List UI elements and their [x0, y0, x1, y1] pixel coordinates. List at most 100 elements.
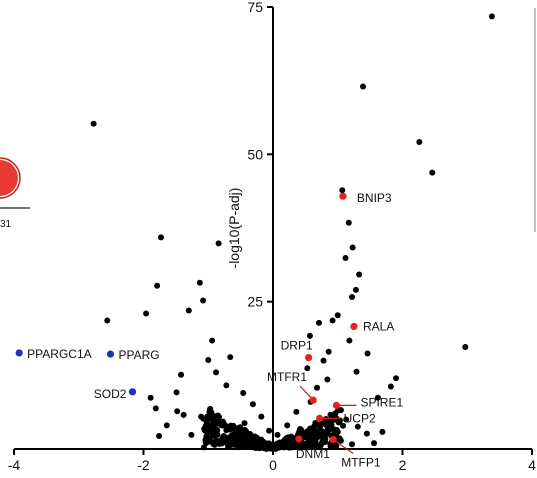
gene-label: DRP1 — [281, 339, 313, 353]
data-point — [240, 429, 247, 436]
data-point — [154, 282, 161, 289]
data-point — [274, 431, 281, 438]
data-point — [209, 337, 216, 344]
data-point — [258, 413, 265, 420]
data-point — [348, 441, 355, 448]
data-point — [306, 332, 313, 339]
data-point — [156, 433, 163, 440]
gene-label: DNM1 — [296, 447, 330, 461]
data-point — [346, 337, 353, 344]
data-point — [348, 293, 355, 300]
x-tick-label: 4 — [528, 457, 536, 473]
data-point — [205, 357, 212, 364]
data-point — [315, 319, 322, 326]
data-point — [345, 219, 352, 226]
data-point — [462, 344, 469, 351]
data-point — [353, 368, 360, 375]
data-point — [387, 383, 394, 390]
leader-line — [332, 439, 354, 455]
gene-label: PPARG — [118, 348, 159, 362]
x-tick-label: 2 — [399, 457, 407, 473]
partial-red-circle-fill — [0, 160, 18, 196]
data-point — [360, 83, 367, 90]
data-point — [293, 408, 300, 415]
data-point — [331, 428, 338, 435]
gene-labels: BNIP3 RALA DRP1 MTFR1 SPIRE1 UCP2 DNM1 MTFP1 PPA… — [27, 191, 403, 469]
gene-label: BNIP3 — [357, 191, 392, 205]
y-tick-label: 25 — [247, 294, 263, 310]
data-point — [429, 169, 436, 176]
data-point — [281, 444, 288, 451]
data-point — [288, 433, 295, 440]
data-point — [198, 413, 205, 420]
partial-red-circle — [0, 157, 21, 199]
data-point — [253, 434, 260, 441]
data-point — [340, 422, 347, 429]
highlighted-point-up — [309, 396, 317, 404]
data-point — [349, 244, 356, 251]
gene-label: RALA — [363, 319, 394, 333]
data-point — [320, 357, 327, 364]
x-tick-label: 0 — [269, 457, 277, 473]
gene-label: UCP2 — [344, 411, 376, 425]
data-point — [227, 354, 234, 361]
data-point — [204, 428, 211, 435]
data-point — [307, 443, 314, 450]
highlighted-point-up — [305, 354, 313, 362]
data-point — [339, 187, 346, 194]
highlighted-point-up — [339, 192, 347, 200]
data-point — [334, 312, 341, 319]
y-tick-label: 75 — [247, 0, 263, 15]
data-points — [90, 13, 495, 452]
ticks — [13, 6, 533, 455]
data-point — [174, 408, 181, 415]
data-point — [249, 401, 256, 408]
gene-label: MTFP1 — [341, 456, 381, 470]
data-point — [143, 310, 150, 317]
data-point — [235, 425, 242, 432]
data-point — [312, 440, 319, 447]
highlighted-point-up — [350, 322, 358, 331]
data-point — [216, 418, 223, 425]
data-point — [203, 436, 210, 443]
data-point — [297, 425, 304, 432]
data-point — [152, 405, 159, 412]
data-point — [235, 433, 242, 440]
data-point — [343, 416, 350, 423]
data-point — [314, 384, 321, 391]
data-point — [245, 437, 252, 444]
data-point — [374, 394, 381, 401]
highlighted-point-up — [295, 435, 303, 443]
data-point — [215, 240, 222, 247]
data-point — [211, 441, 218, 448]
x-tick-label: -4 — [8, 457, 21, 473]
gene-label: PPARGC1A — [27, 347, 91, 361]
data-point — [188, 431, 195, 438]
highlighted-points — [15, 192, 358, 444]
data-point — [104, 317, 111, 324]
data-point — [196, 279, 203, 286]
data-point — [310, 427, 317, 434]
highlighted-point-down — [128, 388, 137, 396]
data-point — [324, 419, 331, 426]
data-point — [235, 441, 242, 448]
data-point — [393, 375, 400, 382]
data-point — [371, 440, 378, 447]
data-point — [223, 382, 230, 389]
data-point — [207, 405, 214, 412]
data-point — [225, 442, 232, 449]
data-point — [337, 407, 344, 414]
data-point — [229, 440, 236, 447]
gene-label: SPIRE1 — [360, 395, 403, 409]
data-point — [314, 421, 321, 428]
data-point — [273, 443, 280, 450]
data-point — [363, 430, 370, 437]
data-point — [337, 437, 344, 444]
highlighted-point-up — [329, 435, 337, 444]
data-point — [329, 317, 336, 324]
data-point — [180, 411, 187, 418]
data-point — [284, 422, 291, 429]
data-point — [223, 437, 230, 444]
partial-panel-number: 31 — [0, 219, 12, 230]
